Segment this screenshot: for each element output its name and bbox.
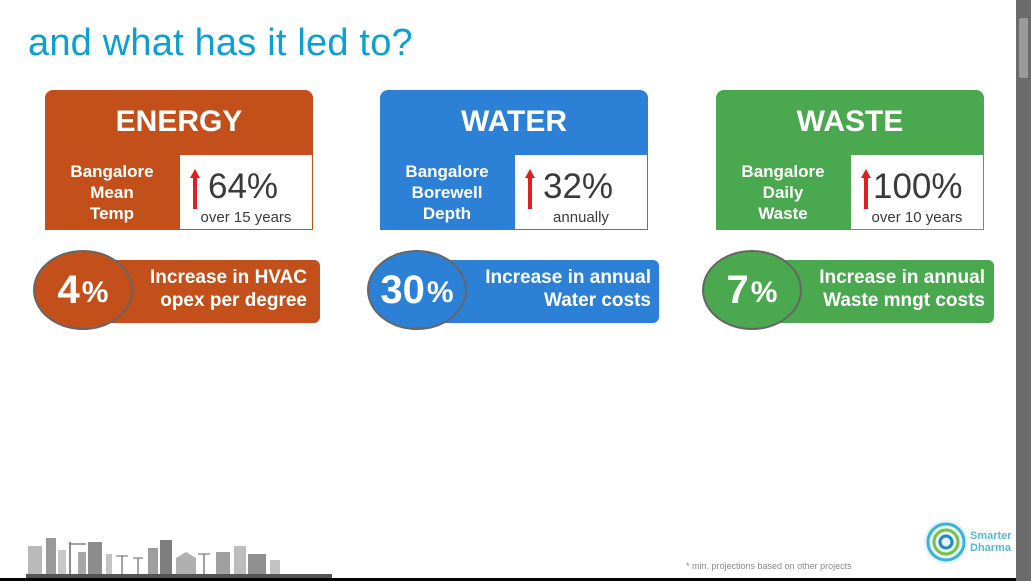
waste-value: 100% [873, 167, 963, 206]
waste-impact-number: 7 [726, 267, 749, 312]
water-value: 32% [543, 167, 614, 206]
waste-impact-symbol: % [750, 276, 778, 309]
waste-impact-circle: 7% [702, 250, 802, 330]
water-impact-line2: Water costs [544, 290, 651, 311]
energy-metric-line2: Mean [90, 182, 134, 202]
energy-impact-text: Increase in HVAC opex per degree [132, 266, 307, 312]
water-metric-line3: Depth [422, 203, 472, 223]
footnote: * min. projections based on other projec… [686, 561, 852, 571]
water-impact-number: 30 [380, 267, 425, 312]
window-scrollbar[interactable] [1016, 0, 1031, 581]
water-heading: WATER [380, 90, 648, 154]
water-metric-line2: Borewell [411, 182, 483, 202]
energy-heading: ENERGY [45, 90, 313, 154]
waste-value-box: 100% over 10 years [850, 154, 984, 230]
water-card: WATER Bangalore Borewell Depth 32% annua… [380, 90, 648, 230]
energy-metric-label: Bangalore Mean Temp [45, 154, 179, 230]
water-impact-text: Increase in annual Water costs [467, 266, 651, 312]
city-skyline-illustration [26, 538, 332, 578]
logo-line1: Smarter [970, 530, 1012, 542]
water-period: annually [553, 209, 609, 226]
waste-card: WASTE Bangalore Daily Waste 100% over 10… [716, 90, 984, 230]
up-arrow-icon [525, 169, 535, 209]
energy-value-box: 64% over 15 years [179, 154, 313, 230]
energy-impact-circle: 4% [33, 250, 133, 330]
waste-metric-line1: Bangalore [741, 161, 825, 181]
water-impact-symbol: % [426, 276, 454, 309]
waste-period: over 10 years [871, 209, 963, 226]
water-metric-line1: Bangalore [405, 161, 489, 181]
up-arrow-icon [190, 169, 200, 209]
slide-title: and what has it led to? [28, 22, 413, 64]
logo-line2: Dharma [970, 542, 1011, 554]
smarter-dharma-logo-icon [924, 520, 968, 564]
waste-metric-label: Bangalore Daily Waste [716, 154, 850, 230]
energy-metric-line1: Bangalore [70, 161, 154, 181]
waste-impact-line2: Waste mngt costs [823, 290, 985, 311]
waste-impact-line1: Increase in annual [819, 267, 985, 288]
energy-metric-line3: Temp [89, 203, 135, 223]
energy-impact-symbol: % [81, 276, 109, 309]
energy-value: 64% [208, 167, 279, 206]
energy-impact-line2: opex per degree [160, 290, 307, 311]
water-impact-line1: Increase in annual [485, 267, 651, 288]
waste-metric-line3: Waste [758, 203, 808, 223]
waste-metric-line2: Daily [762, 182, 804, 202]
logo-text: Smarter Dharma [970, 530, 1012, 554]
waste-heading: WASTE [716, 90, 984, 154]
water-impact-circle: 30% [367, 250, 467, 330]
up-arrow-icon [861, 169, 871, 209]
waste-impact-text: Increase in annual Waste mngt costs [800, 266, 985, 312]
scrollbar-thumb[interactable] [1019, 18, 1028, 78]
water-value-box: 32% annually [514, 154, 648, 230]
water-metric-label: Bangalore Borewell Depth [380, 154, 514, 230]
energy-impact-number: 4 [57, 267, 80, 312]
energy-period: over 15 years [200, 209, 292, 226]
energy-impact-line1: Increase in HVAC [150, 267, 307, 288]
energy-card: ENERGY Bangalore Mean Temp 64% over 15 y… [45, 90, 313, 230]
